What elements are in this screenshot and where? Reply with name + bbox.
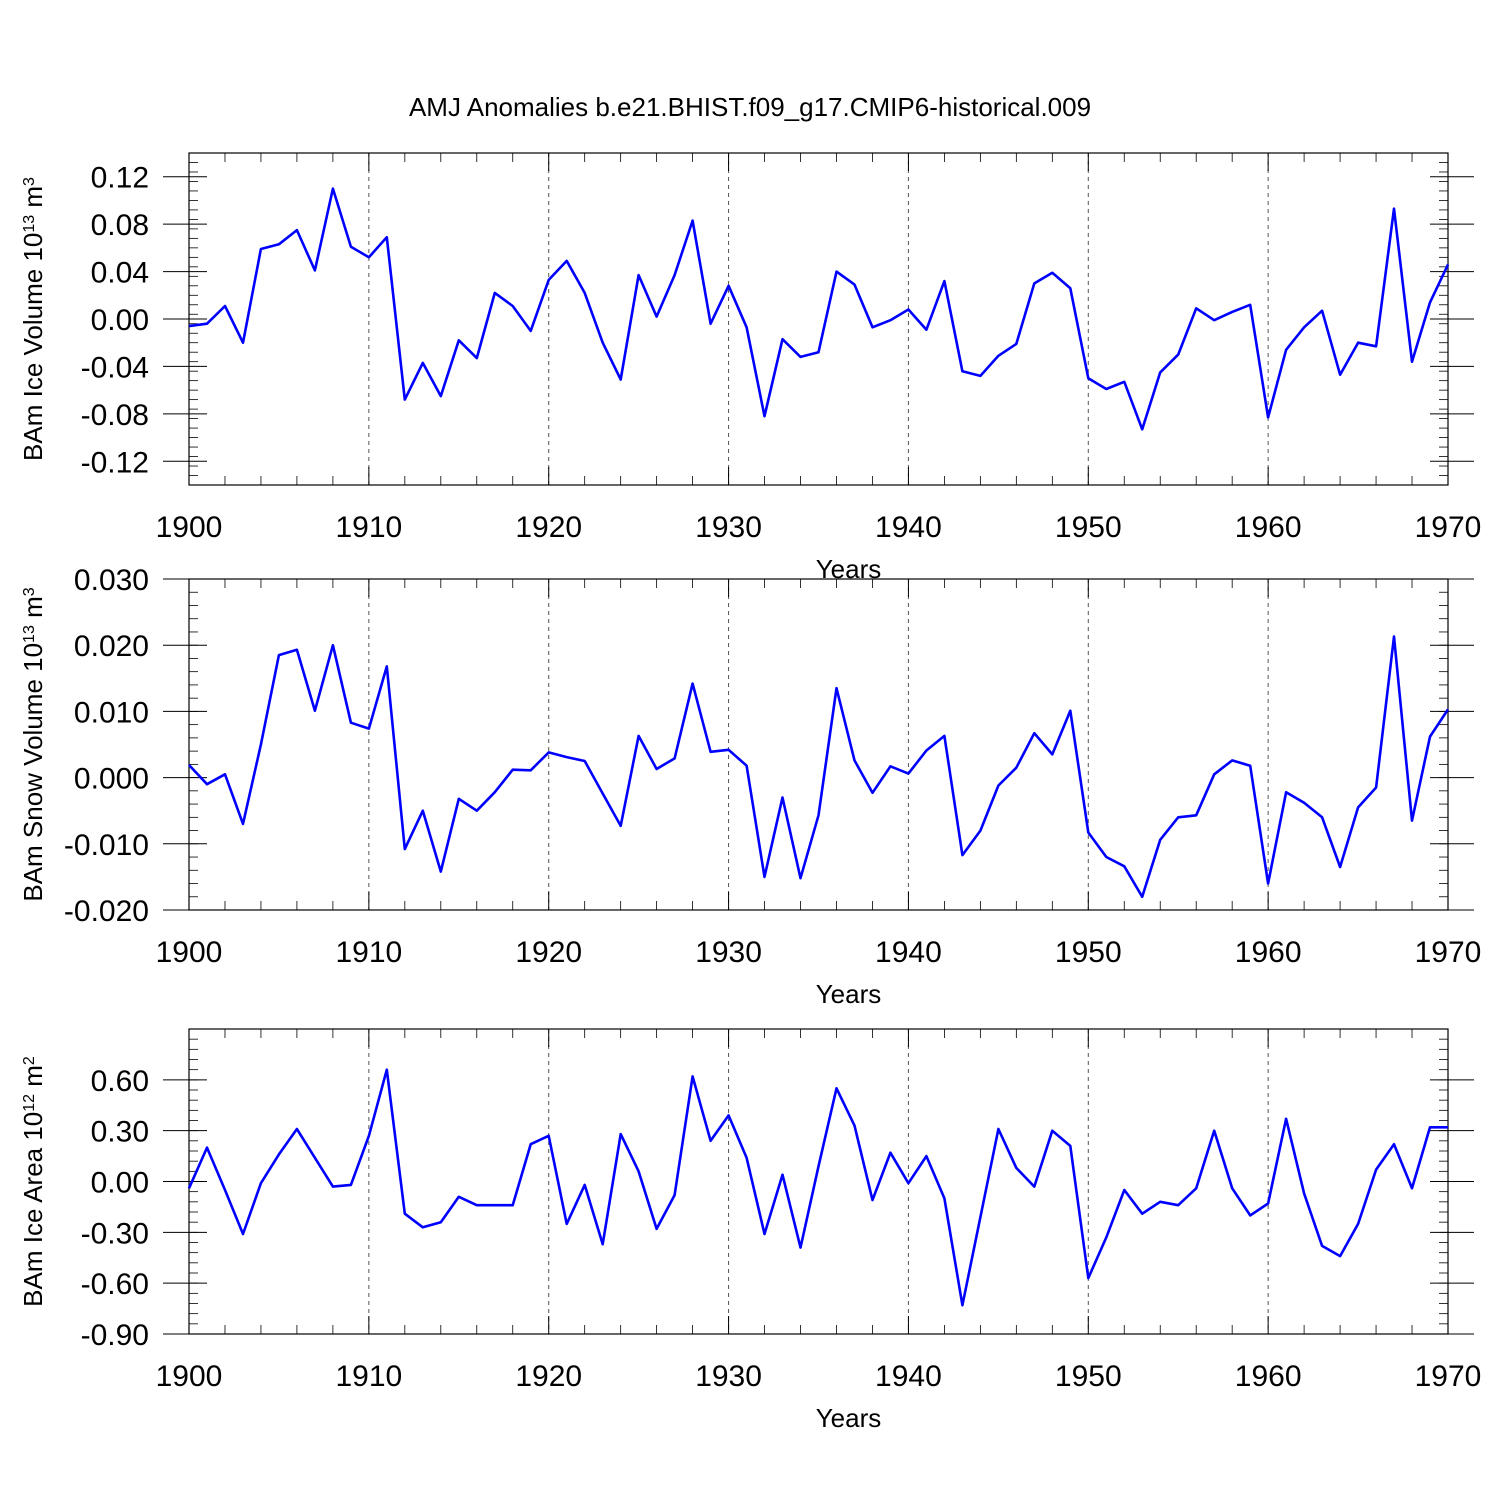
y-tick-label: 0.000: [74, 763, 149, 796]
x-tick-label: 1970: [1415, 1360, 1482, 1393]
series-line-snow-volume: [188, 635, 1450, 899]
x-tick-label: 1920: [515, 511, 582, 544]
panel-ice-volume: -0.12 -0.08 -0.04 0.00 0.04 0.08 0.12 1900 1910 1…: [18, 152, 1482, 584]
y-tick-label: 0.08: [91, 209, 149, 242]
chart-panels: -0.12 -0.08 -0.04 0.00 0.04 0.08 0.12 1900 1910 1…: [18, 152, 1482, 1433]
y-tick-label: -0.010: [64, 829, 149, 862]
series-line-ice-area: [187, 1068, 1448, 1307]
x-tick-label: 1900: [156, 936, 223, 969]
x-tick-label: 1940: [875, 936, 942, 969]
chart-title: AMJ Anomalies b.e21.BHIST.f09_g17.CMIP6-…: [409, 92, 1091, 122]
y-axis-title: BAm Ice Volume 1013 m3: [18, 177, 48, 461]
x-tick-label: 1930: [695, 1360, 762, 1393]
y-tick-label: 0.00: [91, 1167, 149, 1200]
plot-frame: [188, 1028, 1449, 1335]
x-tick-label: 1910: [335, 1360, 402, 1393]
x-tick-label: 1930: [695, 936, 762, 969]
x-tick-label: 1910: [335, 936, 402, 969]
x-tick-label: 1970: [1415, 511, 1482, 544]
y-tick-label: 0.30: [91, 1116, 149, 1149]
x-tick-label: 1960: [1235, 1360, 1302, 1393]
x-tick-label: 1950: [1055, 936, 1122, 969]
y-tick-label: 0.12: [91, 162, 149, 195]
x-tick-label: 1920: [515, 1360, 582, 1393]
x-axis-title: Years: [816, 1403, 882, 1433]
y-tick-label: -0.12: [81, 446, 149, 479]
y-tick-label: -0.60: [81, 1268, 149, 1301]
x-tick-label: 1930: [695, 511, 762, 544]
y-axis-title: BAm Snow Volume 1013 m3: [18, 587, 48, 901]
y-tick-label: 0.00: [91, 304, 149, 337]
y-tick-label: -0.04: [81, 351, 149, 384]
y-tick-label: -0.020: [64, 895, 149, 928]
x-tick-label: 1960: [1235, 936, 1302, 969]
x-tick-label: 1940: [875, 1360, 942, 1393]
x-tick-label: 1900: [156, 511, 223, 544]
series-line-ice-volume: [188, 187, 1450, 431]
plot-frame: [188, 152, 1449, 486]
y-tick-label: -0.90: [81, 1319, 149, 1352]
x-tick-label: 1970: [1415, 936, 1482, 969]
y-tick-label: 0.60: [91, 1065, 149, 1098]
panel-snow-volume: -0.020 -0.010 0.000 0.010 0.020 0.030 1900 1910…: [18, 564, 1481, 1009]
x-tick-label: 1910: [335, 511, 402, 544]
y-tick-label: -0.08: [81, 399, 149, 432]
x-tick-label: 1920: [515, 936, 582, 969]
x-axis-title: Years: [816, 979, 882, 1009]
y-tick-label: 0.010: [74, 696, 149, 729]
x-tick-label: 1950: [1055, 511, 1122, 544]
y-tick-label: 0.020: [74, 630, 149, 663]
y-axis-title: BAm Ice Area 1012 m2: [18, 1056, 48, 1307]
y-tick-label: 0.030: [74, 564, 149, 597]
y-tick-label: -0.30: [81, 1217, 149, 1250]
x-tick-label: 1950: [1055, 1360, 1122, 1393]
panel-ice-area: -0.90 -0.60 -0.30 0.00 0.30 0.60 1900 1910 1920 1…: [18, 1028, 1482, 1433]
x-tick-label: 1940: [875, 511, 942, 544]
plot-frame: [188, 578, 1449, 911]
x-tick-label: 1900: [156, 1360, 223, 1393]
y-tick-label: 0.04: [91, 257, 149, 290]
x-tick-label: 1960: [1235, 511, 1302, 544]
